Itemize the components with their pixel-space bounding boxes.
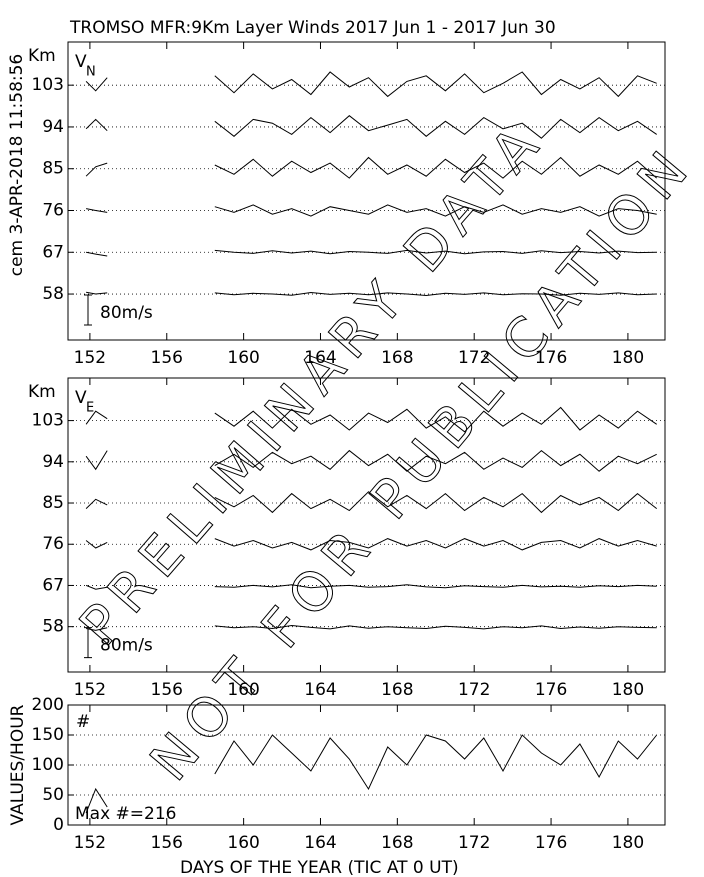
- x-tick-label: 172: [458, 348, 490, 368]
- y-tick-label: 67: [42, 575, 64, 595]
- x-tick-label: 176: [535, 680, 567, 700]
- trace: [85, 449, 657, 472]
- trace: [85, 584, 657, 590]
- x-tick-label: 152: [74, 680, 106, 700]
- trace: [86, 624, 657, 631]
- scale-bar: [84, 627, 92, 659]
- x-tick-label: 164: [304, 348, 336, 368]
- x-tick-label: 176: [535, 348, 567, 368]
- trace: [86, 249, 657, 257]
- panel-label: V: [75, 388, 87, 408]
- x-tick-label: 152: [74, 833, 106, 853]
- x-tick-label: 152: [74, 348, 106, 368]
- trace: [86, 291, 657, 297]
- trace: [85, 406, 657, 433]
- trace: [85, 115, 657, 139]
- y-tick-label: 200: [32, 695, 64, 715]
- trace: [85, 538, 657, 551]
- x-tick-label: 168: [381, 833, 413, 853]
- x-tick-label: 168: [381, 680, 413, 700]
- x-tick-label: 156: [151, 833, 183, 853]
- y-tick-label: 67: [42, 242, 64, 262]
- x-tick-label: 160: [227, 348, 259, 368]
- x-tick-label: 160: [227, 833, 259, 853]
- trace: [85, 71, 657, 98]
- y-tick-label: 0: [53, 815, 64, 835]
- y-axis-label: VALUES/HOUR: [8, 704, 28, 825]
- x-axis-label: DAYS OF THE YEAR (TIC AT 0 UT): [180, 858, 459, 877]
- panel-label: V: [75, 52, 87, 72]
- trace: [85, 734, 658, 814]
- plot-frame: [67, 377, 666, 673]
- x-tick-label: 180: [612, 680, 644, 700]
- x-tick-label: 156: [151, 680, 183, 700]
- y-tick-label: 94: [42, 117, 64, 137]
- y-tick-label: 85: [42, 159, 64, 179]
- y-tick-label: 94: [42, 452, 64, 472]
- plot-frame: [67, 41, 666, 341]
- y-tick-label: 58: [42, 284, 64, 304]
- legend-symbol: #: [76, 712, 90, 732]
- y-tick-label: 85: [42, 493, 64, 513]
- timestamp: cem 3-APR-2018 11:58:56: [7, 54, 27, 277]
- y-tick-label: 76: [42, 534, 64, 554]
- y-tick-label: 150: [32, 725, 64, 745]
- y-tick-label: 103: [32, 75, 64, 95]
- x-tick-label: 164: [304, 680, 336, 700]
- x-tick-label: 172: [458, 680, 490, 700]
- scale-bar-label: 80m/s: [100, 636, 153, 656]
- y-tick-label: 76: [42, 200, 64, 220]
- x-tick-label: 176: [535, 833, 567, 853]
- scale-bar: [84, 294, 92, 326]
- x-tick-label: 168: [381, 348, 413, 368]
- y-tick-label: 58: [42, 617, 64, 637]
- y-tick-label: 50: [42, 785, 64, 805]
- x-tick-label: 172: [458, 833, 490, 853]
- trace: [86, 204, 657, 217]
- chart-title: TROMSO MFR:9Km Layer Winds 2017 Jun 1 - …: [69, 18, 556, 38]
- x-tick-label: 160: [227, 680, 259, 700]
- x-tick-label: 156: [151, 348, 183, 368]
- x-tick-label: 180: [612, 833, 644, 853]
- annotation: Max #=216: [75, 804, 177, 824]
- scale-bar-label: 80m/s: [100, 303, 153, 323]
- trace: [85, 156, 658, 179]
- panel-subscript: E: [86, 401, 94, 416]
- x-tick-label: 164: [304, 833, 336, 853]
- panel-subscript: N: [86, 65, 96, 80]
- y-axis-label: Km: [28, 46, 56, 66]
- trace: [85, 491, 658, 514]
- y-tick-label: 103: [32, 411, 64, 431]
- y-tick-label: 100: [32, 755, 64, 775]
- y-axis-label: Km: [28, 382, 56, 402]
- x-tick-label: 180: [612, 348, 644, 368]
